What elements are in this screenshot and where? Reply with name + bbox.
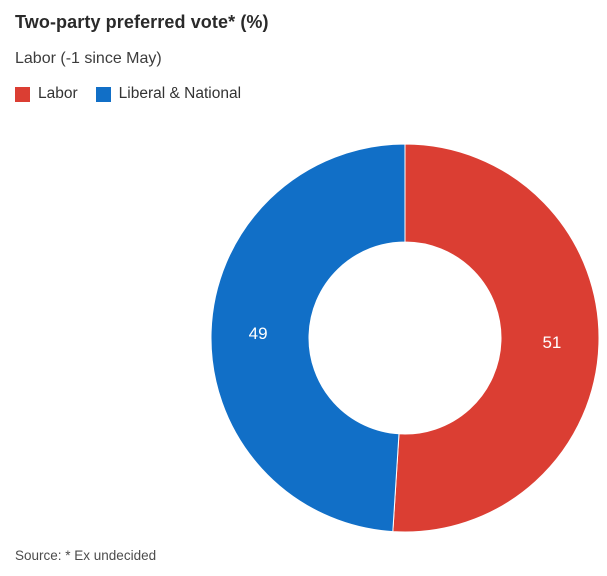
legend: Labor Liberal & National (15, 85, 241, 103)
source-note: Source: * Ex undecided (15, 548, 157, 563)
donut-slice-liberal-national[interactable] (210, 143, 406, 533)
donut-slice-labor[interactable] (392, 143, 600, 533)
legend-item-labor: Labor (15, 85, 78, 103)
chart-title: Two-party preferred vote* (%) (15, 12, 269, 32)
legend-label-liberal-national: Liberal & National (118, 85, 242, 102)
legend-item-liberal-national: Liberal & National (95, 85, 242, 103)
donut-chart: 51 49 (210, 143, 600, 533)
slice-value-label: 51 (542, 333, 561, 352)
liberal-national-swatch-icon (95, 86, 111, 102)
slice-value-label: 49 (249, 324, 268, 343)
labor-swatch-icon (15, 86, 30, 102)
chart-subtitle: Labor (-1 since May) (15, 50, 162, 67)
legend-label-labor: Labor (38, 85, 78, 102)
